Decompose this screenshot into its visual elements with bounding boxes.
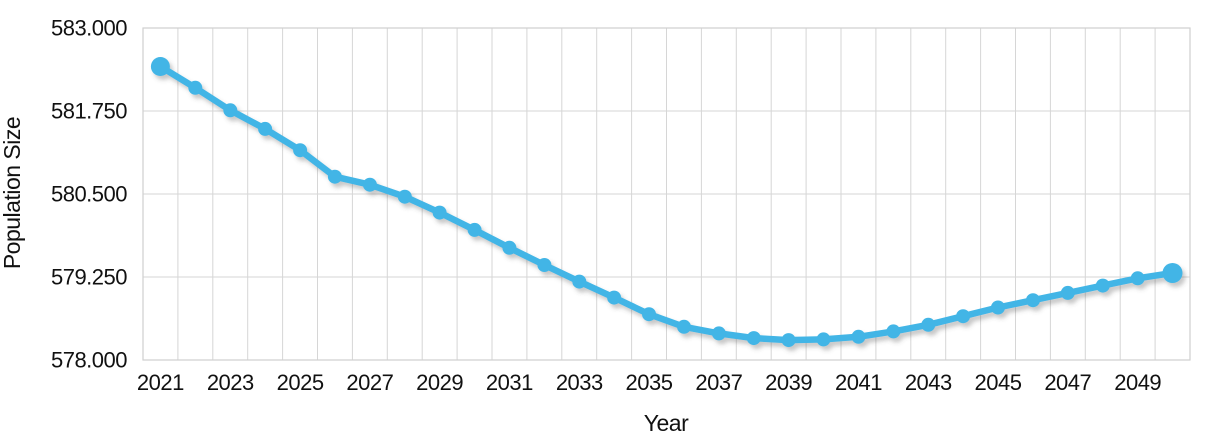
population-line-series: [150, 57, 1183, 348]
x-tick-label: 2037: [695, 370, 742, 395]
data-point-2038: [746, 331, 761, 346]
data-point-2028: [397, 189, 412, 204]
x-tick-label: 2023: [207, 370, 254, 395]
data-point-2023: [223, 103, 238, 118]
y-tick-label: 583.000: [51, 16, 127, 41]
y-tick-label: 581.750: [51, 99, 127, 124]
x-tick-label: 2047: [1044, 370, 1091, 395]
data-point-2049: [1130, 271, 1145, 286]
data-point-2034: [607, 290, 622, 305]
x-tick-label: 2027: [346, 370, 393, 395]
x-tick-label: 2043: [905, 370, 952, 395]
data-point-2045: [991, 300, 1005, 315]
data-point-2030: [467, 222, 482, 237]
data-point-2033: [572, 274, 587, 289]
x-tick-label: 2045: [975, 370, 1022, 395]
x-tick-label: 2025: [277, 370, 324, 395]
x-tick-label: 2021: [137, 370, 184, 395]
data-point-2031: [502, 240, 517, 255]
data-point-2029: [432, 205, 447, 220]
gridlines: [142, 27, 1191, 361]
data-point-2027: [362, 177, 377, 192]
data-point-2032: [537, 258, 552, 272]
data-point-2044: [956, 309, 971, 324]
data-point-2047: [1060, 285, 1075, 300]
x-tick-label: 2041: [835, 370, 882, 395]
data-point-2039: [781, 333, 796, 348]
data-point-2041: [851, 329, 866, 344]
x-tick-label: 2035: [626, 370, 673, 395]
data-point-2050: [1162, 263, 1183, 283]
data-point-2026: [327, 169, 342, 184]
x-tick-label: 2029: [416, 370, 463, 395]
x-tick-label: 2039: [765, 370, 812, 395]
y-tick-label: 580.500: [51, 182, 127, 207]
y-tick-label: 579.250: [51, 265, 127, 290]
data-point-2036: [677, 319, 691, 334]
data-point-2035: [642, 307, 656, 322]
plot-border: [142, 27, 1191, 361]
x-tick-label: 2033: [556, 370, 603, 395]
x-axis-title: Year: [644, 410, 689, 436]
data-point-2022: [188, 80, 203, 95]
data-point-2042: [886, 324, 901, 339]
data-point-2040: [816, 332, 831, 347]
y-tick-label: 578.000: [51, 348, 127, 373]
x-tick-label: 2031: [486, 370, 533, 395]
data-point-2021: [150, 57, 170, 76]
x-tick-label: 2049: [1114, 370, 1161, 395]
data-point-2025: [293, 143, 308, 158]
data-point-2037: [711, 326, 726, 341]
data-point-2024: [258, 121, 273, 136]
data-point-2043: [921, 317, 936, 332]
y-axis-title: Population Size: [0, 117, 25, 269]
axis-tick-labels: 583.000 581.750 580.500 579.250 578.000 2021 2…: [51, 16, 1162, 396]
data-point-2048: [1095, 278, 1110, 293]
data-point-2046: [1026, 293, 1040, 308]
